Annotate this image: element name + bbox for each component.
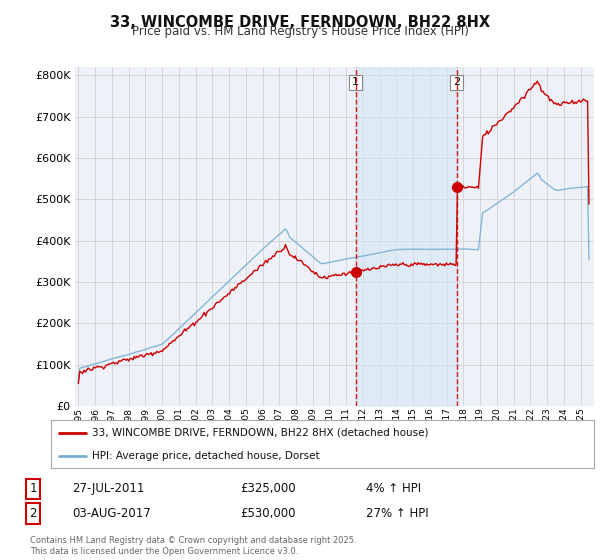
Text: Contains HM Land Registry data © Crown copyright and database right 2025.
This d: Contains HM Land Registry data © Crown c…	[30, 536, 356, 556]
Text: 2: 2	[29, 507, 37, 520]
Text: 33, WINCOMBE DRIVE, FERNDOWN, BH22 8HX (detached house): 33, WINCOMBE DRIVE, FERNDOWN, BH22 8HX (…	[92, 428, 428, 438]
Text: 27% ↑ HPI: 27% ↑ HPI	[366, 507, 428, 520]
Text: 2: 2	[453, 77, 460, 87]
Text: 03-AUG-2017: 03-AUG-2017	[72, 507, 151, 520]
Text: £530,000: £530,000	[240, 507, 296, 520]
Text: Price paid vs. HM Land Registry's House Price Index (HPI): Price paid vs. HM Land Registry's House …	[131, 25, 469, 38]
Text: 4% ↑ HPI: 4% ↑ HPI	[366, 482, 421, 496]
Text: £325,000: £325,000	[240, 482, 296, 496]
Text: 33, WINCOMBE DRIVE, FERNDOWN, BH22 8HX: 33, WINCOMBE DRIVE, FERNDOWN, BH22 8HX	[110, 15, 490, 30]
Text: HPI: Average price, detached house, Dorset: HPI: Average price, detached house, Dors…	[92, 451, 319, 461]
Text: 1: 1	[29, 482, 37, 496]
Text: 27-JUL-2011: 27-JUL-2011	[72, 482, 145, 496]
Text: 1: 1	[352, 77, 359, 87]
